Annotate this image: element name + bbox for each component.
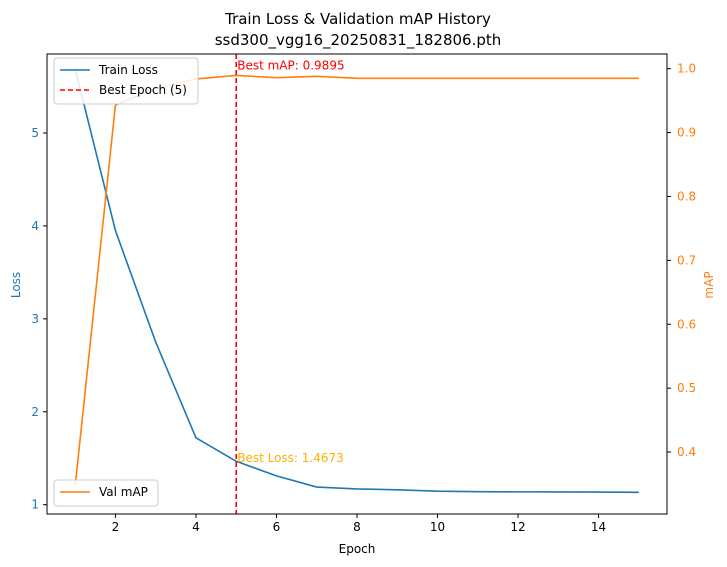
y-right-tick-label: 0.6 xyxy=(677,317,696,331)
x-tick-label: 14 xyxy=(591,520,606,534)
y-left-tick-label: 5 xyxy=(31,126,39,140)
plot-area: Best mAP: 0.9895 Best Loss: 1.4673 2 4 6 8 10 1… xyxy=(31,53,696,534)
chart-subtitle: ssd300_vgg16_20250831_182806.pth xyxy=(215,31,502,50)
series-line-train-loss xyxy=(74,68,639,494)
x-tick-label: 8 xyxy=(353,520,361,534)
y-left-tick-label: 3 xyxy=(31,312,39,326)
legend-best-epoch-label: Best Epoch (5) xyxy=(99,83,187,97)
y-right-tick-label: 0.7 xyxy=(677,253,696,267)
y-right-tick-label: 0.9 xyxy=(677,126,696,140)
best-loss-annotation: Best Loss: 1.4673 xyxy=(237,451,344,465)
y-left-tick-label: 1 xyxy=(31,498,39,512)
plot-frame xyxy=(46,53,668,515)
x-tick-label: 12 xyxy=(510,520,525,534)
chart-title: Train Loss & Validation mAP History xyxy=(224,10,491,28)
legend-train-loss-label: Train Loss xyxy=(98,63,158,77)
x-tick-label: 4 xyxy=(192,520,200,534)
x-tick-label: 2 xyxy=(112,520,120,534)
x-tick-label: 6 xyxy=(273,520,281,534)
y-right-tick-label: 0.4 xyxy=(677,445,696,459)
legend-bottom-box xyxy=(53,479,159,507)
best-map-annotation: Best mAP: 0.9895 xyxy=(237,59,344,73)
x-tick-label: 10 xyxy=(430,520,445,534)
y-right-axis-label: mAP xyxy=(702,271,716,298)
series-line-val-map xyxy=(74,74,639,486)
y-right-tick-label: 1.0 xyxy=(677,62,696,76)
y-right-tick-label: 0.8 xyxy=(677,189,696,203)
y-right-tick-label: 0.5 xyxy=(677,381,696,395)
y-left-tick-label: 4 xyxy=(31,219,39,233)
y-left-tick-label: 2 xyxy=(31,405,39,419)
y-left-axis-label: Loss xyxy=(9,272,23,298)
legend-val-map-label: Val mAP xyxy=(99,485,148,499)
x-axis-label: Epoch xyxy=(339,542,376,556)
